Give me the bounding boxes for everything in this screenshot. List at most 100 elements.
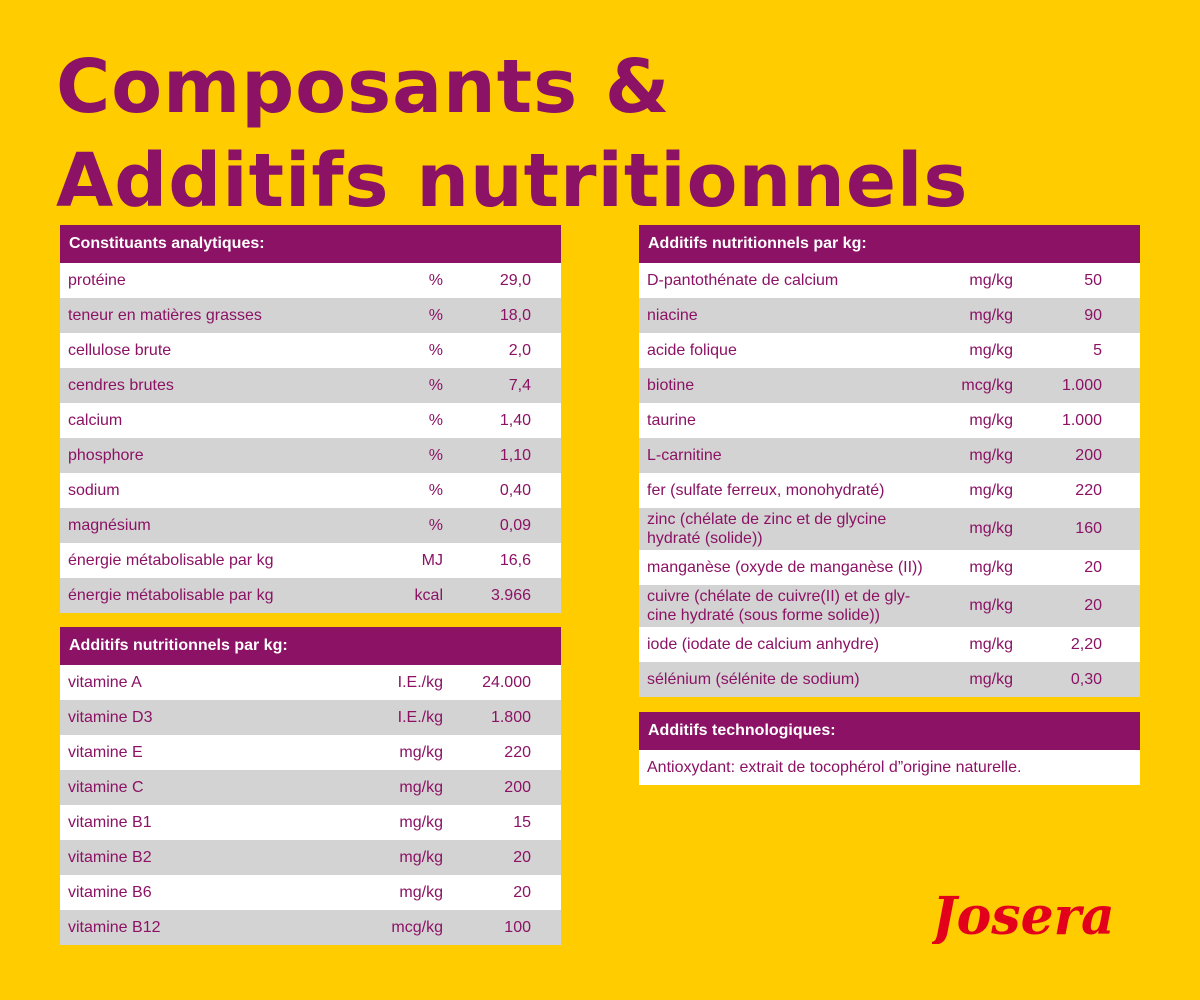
row-value: 20 — [1084, 558, 1102, 576]
row-name: L-carnitine — [647, 447, 722, 464]
row-value: 24.000 — [482, 673, 531, 691]
row-unit: % — [428, 271, 443, 289]
row-name: protéine — [68, 272, 126, 289]
vitamins-header: Additifs nutritionnels par kg: — [60, 627, 561, 665]
row-value: 1.000 — [1061, 411, 1102, 429]
josera-logo-mark: Josera — [923, 886, 1115, 947]
row-unit: % — [428, 481, 443, 499]
row-name: taurine — [647, 412, 696, 429]
row-name: cuivre (chélate de cuivre(II) et de gly-… — [647, 588, 911, 624]
row-name: vitamine B12 — [68, 919, 161, 936]
page-title: Composants & Additifs nutritionnels — [56, 40, 968, 228]
row-unit: mg/kg — [969, 558, 1013, 576]
table-row: phosphore% 1,10 — [60, 438, 561, 473]
technological-additives-text: Antioxydant: extrait de tocophérol d”ori… — [647, 759, 1022, 776]
row-unit: kcal — [414, 586, 443, 604]
row-name: phosphore — [68, 447, 144, 464]
page-title-line-2: Additifs nutritionnels — [56, 138, 969, 224]
row-unit: % — [428, 446, 443, 464]
row-name: sodium — [68, 482, 120, 499]
row-unit: mg/kg — [399, 778, 443, 796]
table-row: teneur en matières grasses% 18,0 — [60, 298, 561, 333]
table-row: cellulose brute% 2,0 — [60, 333, 561, 368]
row-name: vitamine A — [68, 674, 142, 691]
row-name: vitamine D3 — [68, 709, 153, 726]
row-value: 220 — [1075, 481, 1102, 499]
analytical-constituents-header: Constituants analytiques: — [60, 225, 561, 263]
row-unit: mg/kg — [399, 743, 443, 761]
row-unit: mcg/kg — [961, 376, 1013, 394]
row-value: 20 — [513, 848, 531, 866]
table-row: cuivre (chélate de cuivre(II) et de gly-… — [639, 585, 1140, 627]
row-value: 2,0 — [508, 341, 531, 359]
row-value: 50 — [1084, 271, 1102, 289]
table-row: vitamine B12 mcg/kg 100 — [60, 910, 561, 945]
row-unit: mg/kg — [969, 411, 1013, 429]
row-name: manganèse (oxyde de manganèse (II)) — [647, 559, 923, 576]
table-row: acide folique mg/kg 5 — [639, 333, 1140, 368]
table-row: vitamine B2 mg/kg 20 — [60, 840, 561, 875]
row-name: vitamine B1 — [68, 814, 152, 831]
row-name: sélénium (sélénite de sodium) — [647, 671, 860, 688]
nutritional-additives-table: Additifs nutritionnels par kg: D-pantoth… — [639, 225, 1140, 697]
row-value: 2,20 — [1070, 635, 1102, 653]
row-name: cellulose brute — [68, 342, 172, 359]
row-name: fer (sulfate ferreux, monohydraté) — [647, 482, 885, 499]
table-row: énergie métabolisable par kg kcal 3.966 — [60, 578, 561, 613]
table-row: magnésium% 0,09 — [60, 508, 561, 543]
row-unit: mg/kg — [399, 848, 443, 866]
row-unit: MJ — [421, 551, 443, 569]
row-value: 100 — [504, 918, 531, 936]
table-row: vitamine B1 mg/kg 15 — [60, 805, 561, 840]
table-row: L-carnitine mg/kg 200 — [639, 438, 1140, 473]
row-name: énergie métabolisable par kg — [68, 552, 274, 569]
row-unit: % — [428, 376, 443, 394]
table-row: iode (iodate de calcium anhydre) mg/kg 2,2… — [639, 627, 1140, 662]
table-row: vitamine B6 mg/kg 20 — [60, 875, 561, 910]
row-unit: % — [428, 411, 443, 429]
row-value: 220 — [504, 743, 531, 761]
row-unit: mg/kg — [969, 481, 1013, 499]
table-row: énergie métabolisable par kg MJ 16,6 — [60, 543, 561, 578]
table-row: fer (sulfate ferreux, monohydraté) mg/kg 2… — [639, 473, 1140, 508]
row-value: 1.000 — [1061, 376, 1102, 394]
row-unit: mg/kg — [969, 597, 1013, 614]
row-value: 200 — [504, 778, 531, 796]
row-name: calcium — [68, 412, 123, 429]
row-value: 20 — [1084, 597, 1102, 614]
row-unit: mg/kg — [969, 306, 1013, 324]
vitamins-rows: vitamine A I.E./kg 24.000 vitamine D3 I.E./k… — [60, 665, 561, 945]
vitamins-table: Additifs nutritionnels par kg: vitamine … — [60, 627, 561, 945]
page-title-line-1: Composants & — [56, 44, 671, 130]
row-value: 15 — [513, 813, 531, 831]
technological-additives-table: Additifs technologiques: Antioxydant: ex… — [639, 712, 1140, 785]
row-value: 1,40 — [499, 411, 531, 429]
nutritional-additives-header: Additifs nutritionnels par kg: — [639, 225, 1140, 263]
row-unit: mg/kg — [969, 520, 1013, 537]
row-value: 0,40 — [499, 481, 531, 499]
table-row: sodium% 0,40 — [60, 473, 561, 508]
row-unit: mg/kg — [969, 341, 1013, 359]
row-name: vitamine E — [68, 744, 143, 761]
table-row: niacine mg/kg 90 — [639, 298, 1140, 333]
row-unit: % — [428, 516, 443, 534]
row-value: 7,4 — [508, 376, 531, 394]
row-unit: mg/kg — [399, 813, 443, 831]
row-unit: mg/kg — [399, 883, 443, 901]
row-value: 29,0 — [499, 271, 531, 289]
table-row: vitamine A I.E./kg 24.000 — [60, 665, 561, 700]
row-name: vitamine C — [68, 779, 144, 796]
row-unit: mg/kg — [969, 635, 1013, 653]
row-value: 20 — [513, 883, 531, 901]
row-name: iode (iodate de calcium anhydre) — [647, 636, 880, 653]
row-value: 5 — [1093, 341, 1102, 359]
row-unit: % — [428, 341, 443, 359]
table-row: cendres brutes% 7,4 — [60, 368, 561, 403]
row-name: énergie métabolisable par kg — [68, 587, 274, 604]
table-row: biotine mcg/kg 1.000 — [639, 368, 1140, 403]
row-unit: mg/kg — [969, 670, 1013, 688]
row-unit: mg/kg — [969, 271, 1013, 289]
row-name: acide folique — [647, 342, 737, 359]
row-value: 18,0 — [499, 306, 531, 324]
table-row: manganèse (oxyde de manganèse (II)) mg/kg… — [639, 550, 1140, 585]
